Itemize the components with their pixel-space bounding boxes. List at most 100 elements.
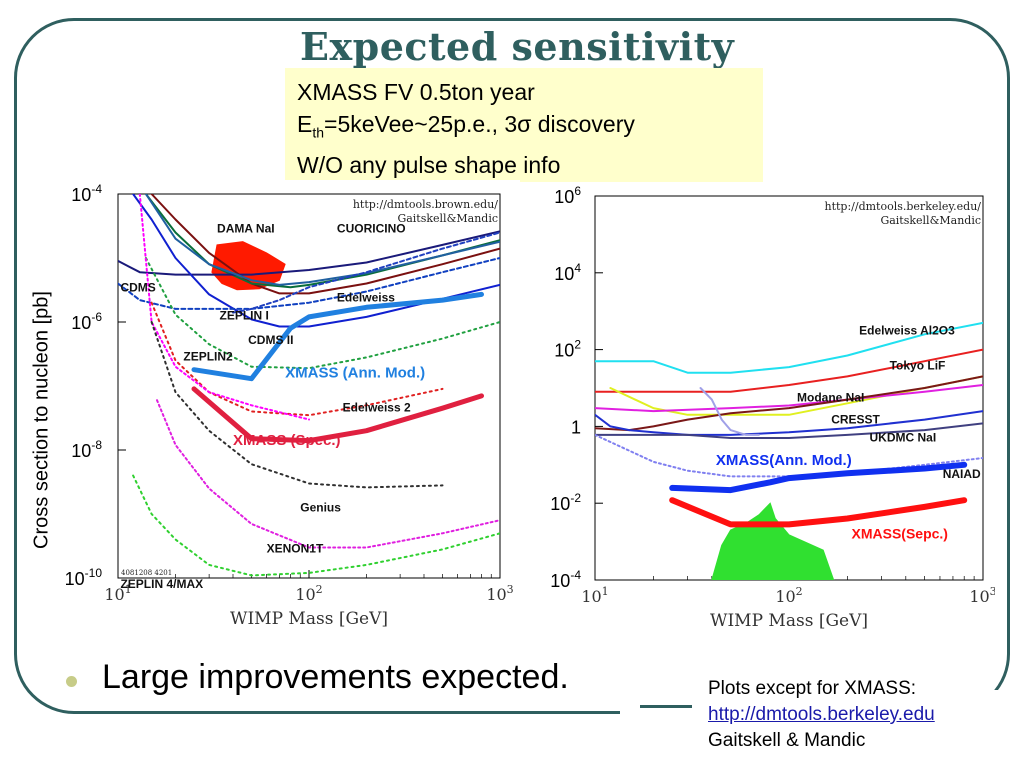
chart0-series-line-9 [138, 194, 310, 421]
chart1-xlabel: WIMP Mass [GeV] [710, 611, 868, 631]
note-line-3: W/O any pulse shape info [297, 151, 561, 178]
chart0-series-cdms [118, 257, 500, 310]
chart0-series-zeplin-i [232, 231, 500, 314]
chart0-label-cdms: CDMS [120, 280, 155, 294]
chart1-series-tokyo-lif [595, 348, 983, 393]
chart1-label-cresst: CRESST [831, 412, 880, 426]
chart0-label-genius: Genius [300, 500, 341, 514]
chart0-series-zeplin2 [144, 257, 500, 370]
chart0-x-tick-label-1: 102 [295, 583, 322, 604]
credit-link[interactable]: http://dmtools.berkeley.edu [708, 704, 935, 725]
chart1-watermark-line-2: Gaitskell&Mandic [880, 214, 981, 227]
frame-gap [620, 690, 1020, 730]
chart0-footer-tag: 4081208 4201 [121, 569, 172, 577]
chart1-y-tick-exp-5: -4 [570, 568, 581, 582]
chart0-series-xenon1t [156, 399, 500, 549]
chart0-y-tick-exp-0: -4 [91, 182, 102, 196]
chart1-label-modane-nai: Modane NaI [797, 390, 864, 404]
chart0-series-zeplin-4-max [132, 474, 500, 577]
chart0-series-edelweiss [144, 194, 500, 286]
credit-dash [640, 705, 692, 708]
chart1-label-naiad: NAIAD [943, 467, 981, 481]
credit-line-1: Plots except for XMASS: [708, 678, 917, 699]
note-line-2-sub: th [312, 124, 325, 141]
chart1-series-ukdmc-nai [595, 410, 983, 436]
chart0-x-tick-exp-2: 3 [507, 583, 514, 596]
chart0-series-edelweiss-2 [150, 301, 444, 417]
chart1-series-line-3 [595, 384, 983, 413]
left-chart-ylabel: Cross section to nucleon [pb] [30, 291, 53, 549]
conditions-note: XMASS FV 0.5ton year Eth=5keVee~25p.e., … [285, 68, 763, 182]
credit-line-3: Gaitskell & Mandic [708, 730, 866, 751]
chart0-series-cdms-ii [132, 194, 500, 328]
chart1-x-tick-label-1: 102 [775, 585, 802, 606]
chart1-series-naiad [595, 433, 983, 478]
slide-title: Expected sensitivity [300, 24, 735, 69]
chart0-label-zeplin-4-max: ZEPLIN 4/MAX [120, 577, 203, 591]
chart1-series-edelweiss-al2o3 [595, 321, 983, 374]
chart1-x-tick-exp-0: 1 [602, 585, 609, 598]
chart1-y-tick-label-4: 10-2 [550, 491, 581, 514]
chart0-label-zeplin2: ZEPLIN2 [183, 350, 233, 364]
chart0-label-edelweiss: Edelweiss [337, 290, 395, 304]
chart0-series-line-2 [118, 230, 500, 276]
note-line-2: Eth=5keVee~25p.e., 3σ discovery [297, 108, 763, 149]
chart1-y-tick-label-1: 104 [554, 261, 581, 284]
chart1-y-tick-exp-1: 4 [574, 261, 581, 275]
chart0-y-tick-label-2: 10-8 [71, 438, 102, 461]
chart1-y-tick-label-3: 1 [571, 417, 581, 437]
chart0-y-tick-label-0: 10-4 [71, 182, 102, 205]
chart0-series-xmass-ann-mod [191, 291, 484, 382]
chart0-y-tick-label-3: 10-10 [65, 566, 103, 589]
chart1-watermark-line-1: http://dmtools.berkeley.edu/ [825, 200, 982, 213]
chart0-series-xmass-spec [191, 386, 484, 444]
chart0-watermark-line-1: http://dmtools.brown.edu/ [353, 198, 498, 211]
note-line-1: XMASS FV 0.5ton year [297, 79, 535, 105]
chart0-label-xenon1t: XENON1T [267, 542, 324, 556]
chart0-x-tick-exp-0: 1 [125, 583, 132, 596]
bullet-dot [66, 676, 77, 687]
chart0-label-zeplin-i: ZEPLIN I [220, 308, 269, 322]
chart1-y-tick-label-0: 106 [554, 184, 581, 207]
credit-box: Plots except for XMASS: http://dmtools.b… [708, 676, 935, 754]
right-chart-svg: 101 102 103 106 104 102 1 10-2 10-4 WIMP Mass [Ge… [550, 184, 995, 631]
chart0-label-dama-nai: DAMA NaI [217, 222, 275, 236]
left-chart: 101 102 103 10-4 10-6 10-8 10-10 WIMP Mass [GeV… [52, 180, 520, 642]
chart0-y-tick-exp-1: -6 [91, 310, 102, 324]
chart1-label-edelweiss-al2o3: Edelweiss Al2O3 [859, 323, 955, 337]
chart1-x-tick-label-0: 101 [581, 585, 608, 606]
chart0-x-tick-exp-1: 2 [316, 583, 323, 596]
chart0-xlabel: WIMP Mass [GeV] [230, 609, 388, 629]
chart1-y-tick-label-2: 102 [554, 338, 581, 361]
chart1-series-xmass-sepc [669, 497, 968, 528]
note-line-2-pre: E [297, 111, 313, 137]
chart1-label-tokyo-lif: Tokyo LiF [890, 359, 946, 373]
chart0-label-xmass-ann-mod: XMASS (Ann. Mod.) [285, 365, 425, 382]
chart0-marks [118, 194, 500, 577]
chart1-region-0 [711, 502, 835, 580]
chart1-x-tick-exp-2: 3 [990, 585, 995, 598]
chart0-plot-frame [117, 193, 501, 579]
chart0-y-tick-label-1: 10-6 [71, 310, 102, 333]
chart0-label-edelweiss-2: Edelweiss 2 [343, 400, 411, 414]
chart0-y-tick-exp-3: -10 [85, 566, 103, 580]
chart1-label-ukdmc-nai: UKDMC NaI [870, 431, 937, 445]
chart0-label-xmass-spec: XMASS (Spec.) [233, 432, 341, 449]
chart1-x-tick-label-2: 103 [969, 585, 995, 606]
chart0-x-tick-label-2: 103 [486, 583, 513, 604]
chart1-x-tick-exp-1: 2 [796, 585, 803, 598]
right-chart: 101 102 103 106 104 102 1 10-2 10-4 WIMP Mass [Ge… [525, 182, 995, 642]
slide-frame [14, 18, 1010, 714]
chart1-label-xmass-sepc: XMASS(Sepc.) [852, 526, 948, 542]
chart0-y-tick-exp-2: -8 [91, 438, 102, 452]
chart1-marks [595, 321, 983, 580]
bullet-text: Large improvements expected. [102, 658, 569, 696]
note-line-2-post: =5keVee~25p.e., 3σ discovery [324, 111, 635, 137]
chart0-series-genius [150, 321, 444, 489]
chart1-series-line-7 [699, 387, 760, 436]
chart0-series-cuoricino [150, 194, 500, 295]
chart1-y-tick-label-5: 10-4 [550, 568, 581, 591]
chart0-label-cdms-ii: CDMS II [248, 333, 293, 347]
chart1-series-cresst [595, 375, 983, 432]
